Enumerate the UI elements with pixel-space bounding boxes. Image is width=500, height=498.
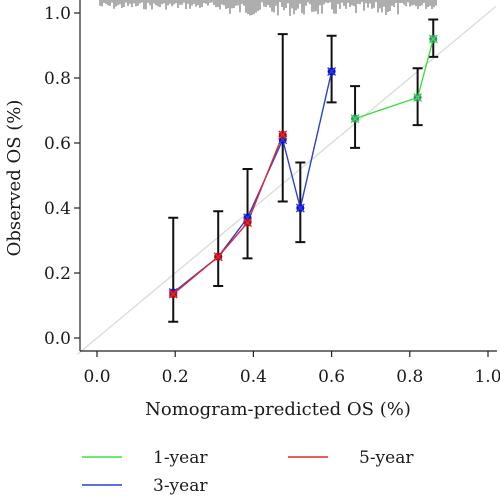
y-tick-label: 0.8 <box>44 69 71 89</box>
series-segment-5-year <box>246 134 284 223</box>
data-point-cross-1-year <box>413 93 423 102</box>
x-tick-label: 0.8 <box>396 367 423 387</box>
y-tick-label: 0.6 <box>44 134 71 154</box>
series-segment-1-year <box>354 96 418 120</box>
x-tick-label: 1.0 <box>474 367 500 387</box>
y-tick-label: 0.4 <box>44 199 71 219</box>
data-point-cross-1-year <box>350 114 360 124</box>
rug-marks <box>99 0 437 16</box>
series-segment-3-year <box>299 71 333 209</box>
data-point-cross-3-year <box>327 67 337 76</box>
series-segment-3-year <box>282 139 301 209</box>
x-axis-title: Nomogram-predicted OS (%) <box>145 399 411 420</box>
x-tick-label: 0.4 <box>240 367 267 387</box>
data-point-cross-5-year <box>168 289 178 299</box>
legend-label-5-year: 5-year <box>359 448 414 468</box>
data-point-cross-1-year <box>428 34 438 44</box>
diagonal-reference-line <box>77 5 497 355</box>
y-tick-label: 0.2 <box>44 264 71 284</box>
y-tick-label: 1.0 <box>44 4 71 24</box>
series-markers <box>168 34 438 299</box>
series-segment-1-year <box>416 38 434 98</box>
y-tick-label: 0.0 <box>44 329 71 349</box>
x-tick-label: 0.6 <box>318 367 345 387</box>
x-tick-label: 0.2 <box>162 367 189 387</box>
y-axis-title: Observed OS (%) <box>4 100 25 257</box>
legend-label-1-year: 1-year <box>153 448 208 468</box>
error-bars <box>168 18 439 323</box>
reference-line <box>77 5 497 355</box>
series-lines <box>172 38 434 295</box>
data-point-cross-3-year <box>295 203 305 213</box>
legend: 1-year 3-year 5-year <box>82 448 414 496</box>
data-point-cross-5-year <box>243 218 252 228</box>
data-point-cross-5-year <box>213 252 223 262</box>
series-segment-5-year <box>172 256 219 295</box>
x-tick-label: 0.0 <box>83 367 110 387</box>
axes: 0.0 0.2 0.4 0.6 0.8 1.0 0.0 0.2 0.4 0.6 0.8 1.0 <box>44 0 500 387</box>
series-segment-5-year <box>217 222 249 258</box>
legend-label-3-year: 3-year <box>153 476 208 496</box>
data-point-cross-5-year <box>278 130 288 140</box>
